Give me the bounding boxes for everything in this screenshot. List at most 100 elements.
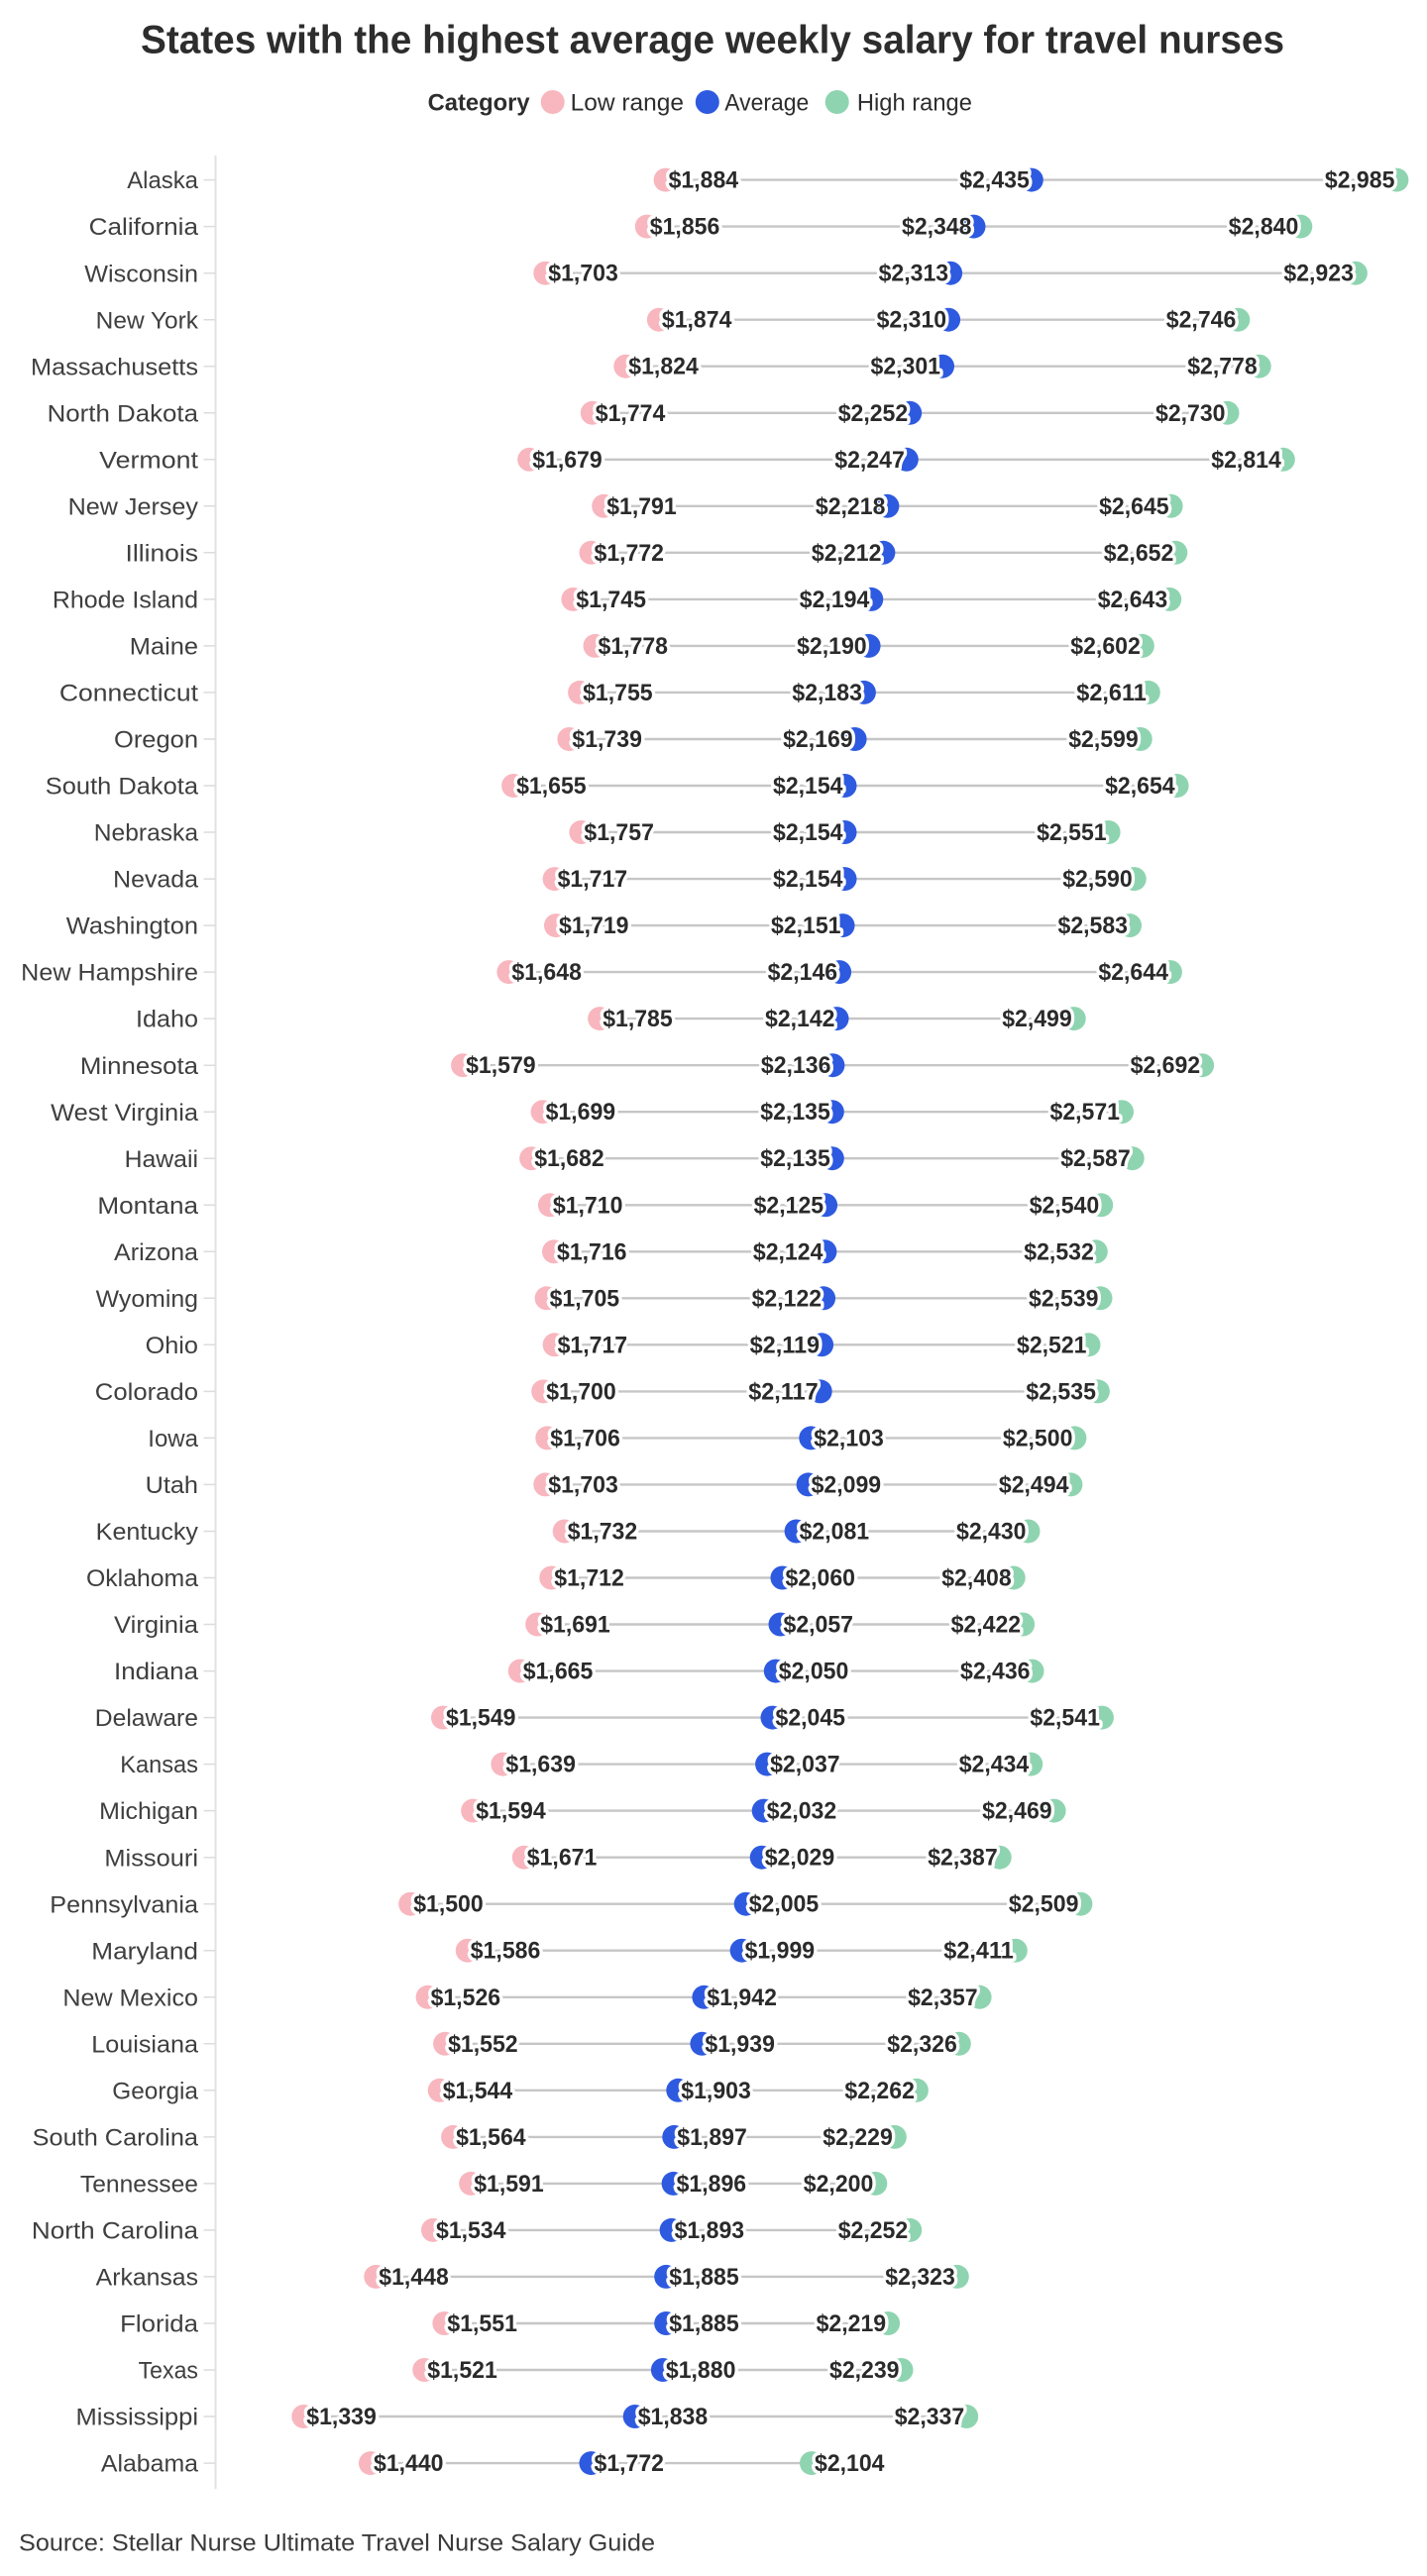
svg-text:$2,499: $2,499 bbox=[1002, 1006, 1072, 1032]
svg-text:Connecticut: Connecticut bbox=[59, 681, 198, 707]
svg-text:Kentucky: Kentucky bbox=[96, 1519, 198, 1546]
svg-text:$2,119: $2,119 bbox=[750, 1332, 821, 1358]
svg-text:$1,785: $1,785 bbox=[603, 1006, 673, 1032]
svg-text:Indiana: Indiana bbox=[114, 1659, 199, 1685]
svg-text:$2,814: $2,814 bbox=[1211, 447, 1281, 474]
svg-text:$1,896: $1,896 bbox=[677, 2171, 747, 2198]
svg-text:$2,169: $2,169 bbox=[783, 726, 853, 753]
svg-text:$2,005: $2,005 bbox=[749, 1891, 820, 1918]
svg-text:$1,999: $1,999 bbox=[745, 1938, 816, 1965]
svg-text:Delaware: Delaware bbox=[95, 1705, 198, 1732]
svg-text:$1,732: $1,732 bbox=[568, 1519, 638, 1546]
svg-text:$2,539: $2,539 bbox=[1029, 1285, 1099, 1312]
svg-text:Arizona: Arizona bbox=[114, 1239, 199, 1266]
svg-text:$1,648: $1,648 bbox=[511, 959, 582, 986]
svg-text:$1,671: $1,671 bbox=[527, 1845, 598, 1872]
svg-text:$1,942: $1,942 bbox=[707, 1985, 777, 2011]
svg-text:$1,564: $1,564 bbox=[456, 2124, 526, 2151]
svg-text:Illinois: Illinois bbox=[126, 540, 199, 567]
svg-text:$2,652: $2,652 bbox=[1104, 540, 1174, 567]
svg-text:$1,755: $1,755 bbox=[583, 680, 653, 706]
svg-text:$2,730: $2,730 bbox=[1155, 400, 1226, 427]
svg-text:West Virginia: West Virginia bbox=[51, 1100, 199, 1127]
svg-text:$2,599: $2,599 bbox=[1068, 726, 1139, 753]
svg-text:$1,699: $1,699 bbox=[546, 1099, 616, 1126]
svg-text:Texas: Texas bbox=[139, 2358, 198, 2385]
svg-text:$2,337: $2,337 bbox=[895, 2404, 965, 2430]
svg-text:$2,434: $2,434 bbox=[959, 1752, 1030, 1778]
svg-text:$2,469: $2,469 bbox=[982, 1798, 1052, 1825]
svg-text:$2,029: $2,029 bbox=[765, 1845, 835, 1872]
svg-text:Virginia: Virginia bbox=[114, 1612, 199, 1639]
svg-text:$2,194: $2,194 bbox=[800, 587, 870, 613]
svg-text:$2,535: $2,535 bbox=[1026, 1378, 1096, 1405]
svg-text:$2,408: $2,408 bbox=[941, 1565, 1012, 1592]
svg-text:$1,716: $1,716 bbox=[557, 1238, 627, 1265]
svg-text:$2,154: $2,154 bbox=[773, 866, 843, 893]
svg-text:$2,602: $2,602 bbox=[1070, 633, 1141, 660]
svg-text:$1,772: $1,772 bbox=[595, 2450, 665, 2477]
svg-text:$1,691: $1,691 bbox=[540, 1612, 610, 1639]
svg-text:$1,586: $1,586 bbox=[471, 1938, 541, 1965]
svg-text:$1,705: $1,705 bbox=[550, 1285, 620, 1312]
svg-text:$2,037: $2,037 bbox=[770, 1752, 840, 1778]
svg-text:Alabama: Alabama bbox=[101, 2451, 199, 2478]
svg-text:$1,710: $1,710 bbox=[553, 1192, 623, 1219]
svg-text:$2,411: $2,411 bbox=[943, 1938, 1014, 1965]
svg-text:$2,692: $2,692 bbox=[1131, 1052, 1201, 1079]
svg-text:$2,654: $2,654 bbox=[1105, 773, 1175, 800]
svg-text:$1,880: $1,880 bbox=[666, 2357, 736, 2384]
svg-text:$2,045: $2,045 bbox=[776, 1705, 846, 1732]
svg-text:Tennessee: Tennessee bbox=[80, 2172, 198, 2199]
svg-text:Vermont: Vermont bbox=[99, 447, 198, 474]
svg-text:Georgia: Georgia bbox=[112, 2078, 198, 2104]
svg-text:$1,534: $1,534 bbox=[436, 2217, 506, 2244]
svg-text:$1,893: $1,893 bbox=[675, 2217, 745, 2244]
svg-text:$1,551: $1,551 bbox=[447, 2310, 517, 2337]
svg-text:States with the highest averag: States with the highest average weekly s… bbox=[141, 19, 1284, 62]
svg-text:$1,544: $1,544 bbox=[443, 2078, 513, 2104]
svg-text:$1,856: $1,856 bbox=[650, 214, 720, 241]
svg-text:Louisiana: Louisiana bbox=[91, 2031, 198, 2058]
svg-text:$2,643: $2,643 bbox=[1098, 587, 1168, 613]
svg-text:$1,706: $1,706 bbox=[550, 1425, 620, 1451]
svg-text:Rhode Island: Rhode Island bbox=[53, 588, 198, 614]
svg-text:$2,494: $2,494 bbox=[999, 1471, 1069, 1498]
svg-text:$2,125: $2,125 bbox=[754, 1192, 824, 1219]
svg-text:$2,135: $2,135 bbox=[760, 1099, 830, 1126]
svg-text:$2,387: $2,387 bbox=[928, 1845, 998, 1872]
svg-text:California: California bbox=[89, 214, 199, 241]
svg-text:$2,122: $2,122 bbox=[752, 1285, 823, 1312]
svg-text:$2,200: $2,200 bbox=[804, 2171, 874, 2198]
svg-text:Oregon: Oregon bbox=[114, 727, 198, 754]
svg-text:$2,521: $2,521 bbox=[1017, 1332, 1087, 1358]
svg-text:$2,435: $2,435 bbox=[959, 167, 1030, 194]
svg-text:$2,057: $2,057 bbox=[784, 1612, 854, 1639]
svg-text:Nebraska: Nebraska bbox=[94, 820, 199, 847]
svg-text:New Hampshire: New Hampshire bbox=[21, 960, 198, 987]
svg-text:$2,587: $2,587 bbox=[1060, 1145, 1131, 1172]
svg-text:$2,985: $2,985 bbox=[1325, 167, 1395, 194]
svg-text:Montana: Montana bbox=[97, 1193, 198, 1220]
svg-text:$2,500: $2,500 bbox=[1003, 1425, 1073, 1451]
svg-text:$1,903: $1,903 bbox=[681, 2078, 751, 2104]
svg-text:$2,541: $2,541 bbox=[1030, 1705, 1100, 1732]
svg-text:$2,247: $2,247 bbox=[834, 447, 905, 474]
svg-text:$2,104: $2,104 bbox=[815, 2450, 885, 2477]
svg-text:New Mexico: New Mexico bbox=[62, 1985, 198, 2011]
svg-text:Washington: Washington bbox=[66, 913, 198, 940]
svg-text:$2,183: $2,183 bbox=[792, 680, 862, 706]
svg-text:$1,448: $1,448 bbox=[379, 2264, 449, 2291]
svg-text:Ohio: Ohio bbox=[146, 1333, 198, 1359]
svg-text:$2,348: $2,348 bbox=[902, 214, 972, 241]
svg-text:$1,838: $1,838 bbox=[638, 2404, 709, 2430]
svg-text:$2,151: $2,151 bbox=[771, 912, 841, 939]
svg-text:Florida: Florida bbox=[120, 2311, 199, 2338]
svg-text:Nevada: Nevada bbox=[113, 867, 199, 894]
svg-text:Alaska: Alaska bbox=[127, 167, 198, 194]
svg-text:$2,310: $2,310 bbox=[877, 307, 947, 334]
svg-text:Hawaii: Hawaii bbox=[125, 1146, 198, 1173]
svg-text:$1,500: $1,500 bbox=[413, 1891, 484, 1918]
svg-text:Maine: Maine bbox=[130, 634, 198, 661]
svg-text:$1,717: $1,717 bbox=[558, 866, 628, 893]
